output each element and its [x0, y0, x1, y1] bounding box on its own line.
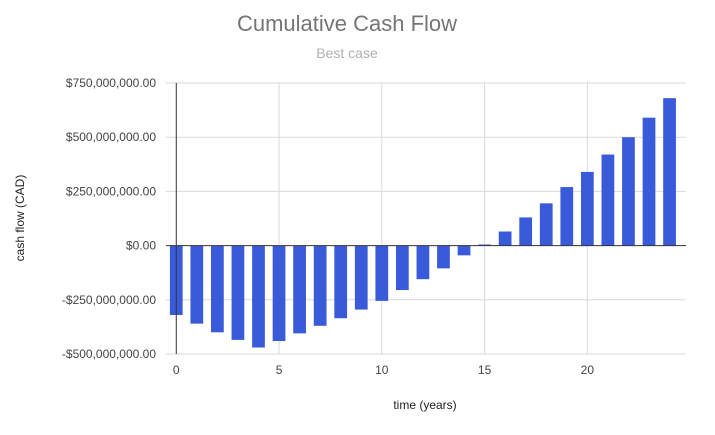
bar [190, 245, 204, 324]
bar [211, 245, 224, 333]
bar [478, 244, 491, 246]
y-tick-label: -$250,000,000.00 [62, 293, 156, 307]
bar [580, 171, 594, 246]
label-layer: -$500,000,000.00 -$250,000,000.00 $0.00 $25… [62, 76, 594, 377]
bar [642, 117, 656, 246]
bar [498, 231, 512, 246]
x-tick-label: 0 [173, 363, 180, 377]
bar [252, 245, 265, 348]
x-axis-title: time (years) [393, 398, 456, 412]
bar [560, 187, 574, 246]
bar [231, 245, 245, 340]
bar [601, 154, 615, 246]
x-tick-label: 5 [276, 363, 283, 377]
x-tick-label: 10 [375, 363, 389, 377]
bar [272, 245, 286, 341]
chart-title: Cumulative Cash Flow [237, 11, 457, 36]
axis-layer [166, 83, 686, 354]
bar [416, 245, 430, 280]
x-tick-label: 20 [581, 363, 595, 377]
chart-subtitle: Best case [316, 45, 378, 61]
bar-layer [169, 98, 676, 348]
y-tick-label: $0.00 [126, 239, 156, 253]
bar [354, 245, 368, 310]
bar [395, 245, 409, 291]
bar [539, 203, 553, 246]
bar [663, 98, 676, 246]
y-tick-label: $500,000,000.00 [66, 130, 156, 144]
bar [622, 137, 635, 246]
y-tick-label: $250,000,000.00 [66, 184, 156, 198]
y-tick-label: -$500,000,000.00 [62, 347, 156, 361]
bar [313, 245, 327, 326]
bar [437, 245, 450, 269]
y-tick-label: $750,000,000.00 [66, 76, 156, 90]
bar [375, 245, 389, 301]
bar [334, 245, 348, 319]
bar [519, 217, 533, 246]
x-tick-label: 15 [478, 363, 492, 377]
bar [293, 245, 306, 334]
bar [457, 245, 471, 256]
y-axis-title: cash flow (CAD) [13, 175, 27, 262]
